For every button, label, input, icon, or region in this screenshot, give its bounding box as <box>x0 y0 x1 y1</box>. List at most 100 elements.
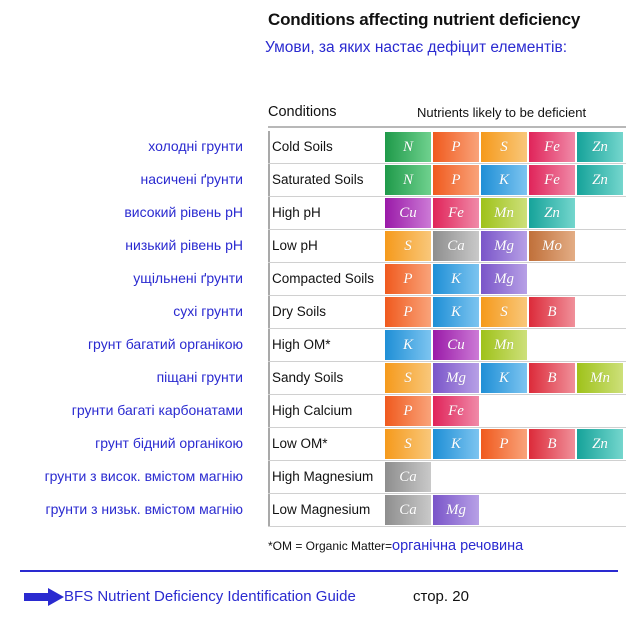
condition-translation: холодні грунти <box>148 138 243 154</box>
row-divider <box>268 427 626 428</box>
condition-translation: сухі грунти <box>173 303 243 319</box>
condition-label: Cold Soils <box>268 131 383 163</box>
row-divider <box>268 262 626 263</box>
condition-label: High pH <box>268 197 383 229</box>
condition-label: High OM* <box>268 329 383 361</box>
table-row: грунти з низьк. вмістом магнію Low Magnes… <box>0 494 626 526</box>
nutrient-cell: P <box>385 297 431 327</box>
nutrient-cell: P <box>385 264 431 294</box>
row-divider <box>268 229 626 230</box>
nutrient-cell: K <box>481 363 527 393</box>
nutrient-cell: P <box>433 165 479 195</box>
nutrient-cell: K <box>433 297 479 327</box>
page-number: стор. 20 <box>413 588 469 605</box>
nutrient-cell: Mg <box>433 495 479 525</box>
row-divider <box>268 163 626 164</box>
nutrient-cell: Cu <box>385 198 431 228</box>
nutrient-cell: Mn <box>481 330 527 360</box>
condition-label: Low pH <box>268 230 383 262</box>
nutrient-cell: Mn <box>577 363 623 393</box>
nutrient-cell: Mg <box>481 231 527 261</box>
table-row: високий рівень pH High pH Cu Fe Mn Zn <box>0 197 626 229</box>
table-row: сухі грунти Dry Soils P K S B <box>0 296 626 328</box>
page-title: Conditions affecting nutrient deficiency <box>268 10 581 29</box>
condition-label: High Calcium <box>268 395 383 427</box>
right-arrow-icon <box>24 588 64 606</box>
nutrient-cell: S <box>481 132 527 162</box>
condition-translation: піщані грунти <box>156 369 243 385</box>
condition-translation: високий рівень pH <box>124 204 243 220</box>
nutrient-cell: Fe <box>529 165 575 195</box>
table-header: Conditions Nutrients likely to be defici… <box>268 96 626 128</box>
condition-translation: грунт багатий органікою <box>87 336 243 352</box>
row-divider <box>268 328 626 329</box>
nutrient-cell: Zn <box>577 429 623 459</box>
table-row: грунти багаті карбонатами High Calcium P Fe <box>0 395 626 427</box>
nutrient-cell: B <box>529 429 575 459</box>
nutrient-cells: S K P B Zn <box>385 429 623 459</box>
nutrient-cells: Cu Fe Mn Zn <box>385 198 575 228</box>
nutrient-cell: K <box>385 330 431 360</box>
table-row: піщані грунти Sandy Soils S Mg K B Mn <box>0 362 626 394</box>
condition-label: Dry Soils <box>268 296 383 328</box>
row-divider <box>268 361 626 362</box>
condition-label: Low Magnesium <box>268 494 383 526</box>
nutrient-cell: Mn <box>481 198 527 228</box>
condition-translation: насичені ґрунти <box>140 171 244 187</box>
nutrient-cell: Ca <box>385 462 431 492</box>
nutrient-cell: S <box>385 231 431 261</box>
row-divider <box>268 460 626 461</box>
nutrient-cell: Ca <box>433 231 479 261</box>
nutrient-cell: K <box>433 429 479 459</box>
nutrient-cell: Cu <box>433 330 479 360</box>
table-row: грунт бідний органікою Low OM* S K P B Zn <box>0 428 626 460</box>
nutrient-cell: Ca <box>385 495 431 525</box>
condition-label: High Magnesium <box>268 461 383 493</box>
condition-translation: грунти багаті карбонатами <box>71 402 243 418</box>
nutrient-cell: B <box>529 297 575 327</box>
footer-divider <box>20 570 618 572</box>
nutrient-cell: Mg <box>481 264 527 294</box>
row-divider <box>268 295 626 296</box>
nutrient-cell: S <box>481 297 527 327</box>
table-row: холодні грунти Cold Soils N P S Fe Zn <box>0 131 626 163</box>
condition-label: Sandy Soils <box>268 362 383 394</box>
nutrient-cells: P Fe <box>385 396 479 426</box>
nutrient-cells: N P S Fe Zn <box>385 132 623 162</box>
nutrient-cell: P <box>385 396 431 426</box>
condition-label: Saturated Soils <box>268 164 383 196</box>
footnote-text: *OM = Organic Matter= <box>268 539 393 553</box>
nutrient-cell: Zn <box>577 165 623 195</box>
nutrient-cells: K Cu Mn <box>385 330 527 360</box>
table-row: грунти з висок. вмістом магнію High Magne… <box>0 461 626 493</box>
nutrient-cell: N <box>385 165 431 195</box>
condition-translation: грунт бідний органікою <box>95 435 243 451</box>
row-divider <box>268 394 626 395</box>
nutrient-cell: Fe <box>433 198 479 228</box>
nutrient-cells: S Ca Mg Mo <box>385 231 575 261</box>
footnote: *OM = Organic Matter=органічна речовина <box>268 538 523 554</box>
nutrient-cell: Mo <box>529 231 575 261</box>
nutrient-cells: N P K Fe Zn <box>385 165 623 195</box>
page-subtitle: Умови, за яких настає дефіцит елементів: <box>265 39 568 56</box>
nutrient-cell: S <box>385 429 431 459</box>
nutrient-cell: K <box>481 165 527 195</box>
nutrient-cell: S <box>385 363 431 393</box>
nutrient-cell: N <box>385 132 431 162</box>
nutrient-cell: Zn <box>529 198 575 228</box>
nutrient-cell: P <box>433 132 479 162</box>
nutrient-cells: S Mg K B Mn <box>385 363 623 393</box>
nutrient-cell: P <box>481 429 527 459</box>
row-divider <box>268 196 626 197</box>
condition-translation: грунти з висок. вмістом магнію <box>44 468 243 484</box>
nutrient-cells: Ca <box>385 462 431 492</box>
condition-translation: грунти з низьк. вмістом магнію <box>45 501 244 517</box>
condition-translation: низький рівень pH <box>125 237 243 253</box>
conditions-header: Conditions <box>268 104 337 120</box>
table-row: ущільнені ґрунти Compacted Soils P K Mg <box>0 263 626 295</box>
nutrient-cell: Fe <box>529 132 575 162</box>
nutrient-cell: Zn <box>577 132 623 162</box>
condition-label: Compacted Soils <box>268 263 383 295</box>
table-row: грунт багатий органікою High OM* K Cu Mn <box>0 329 626 361</box>
